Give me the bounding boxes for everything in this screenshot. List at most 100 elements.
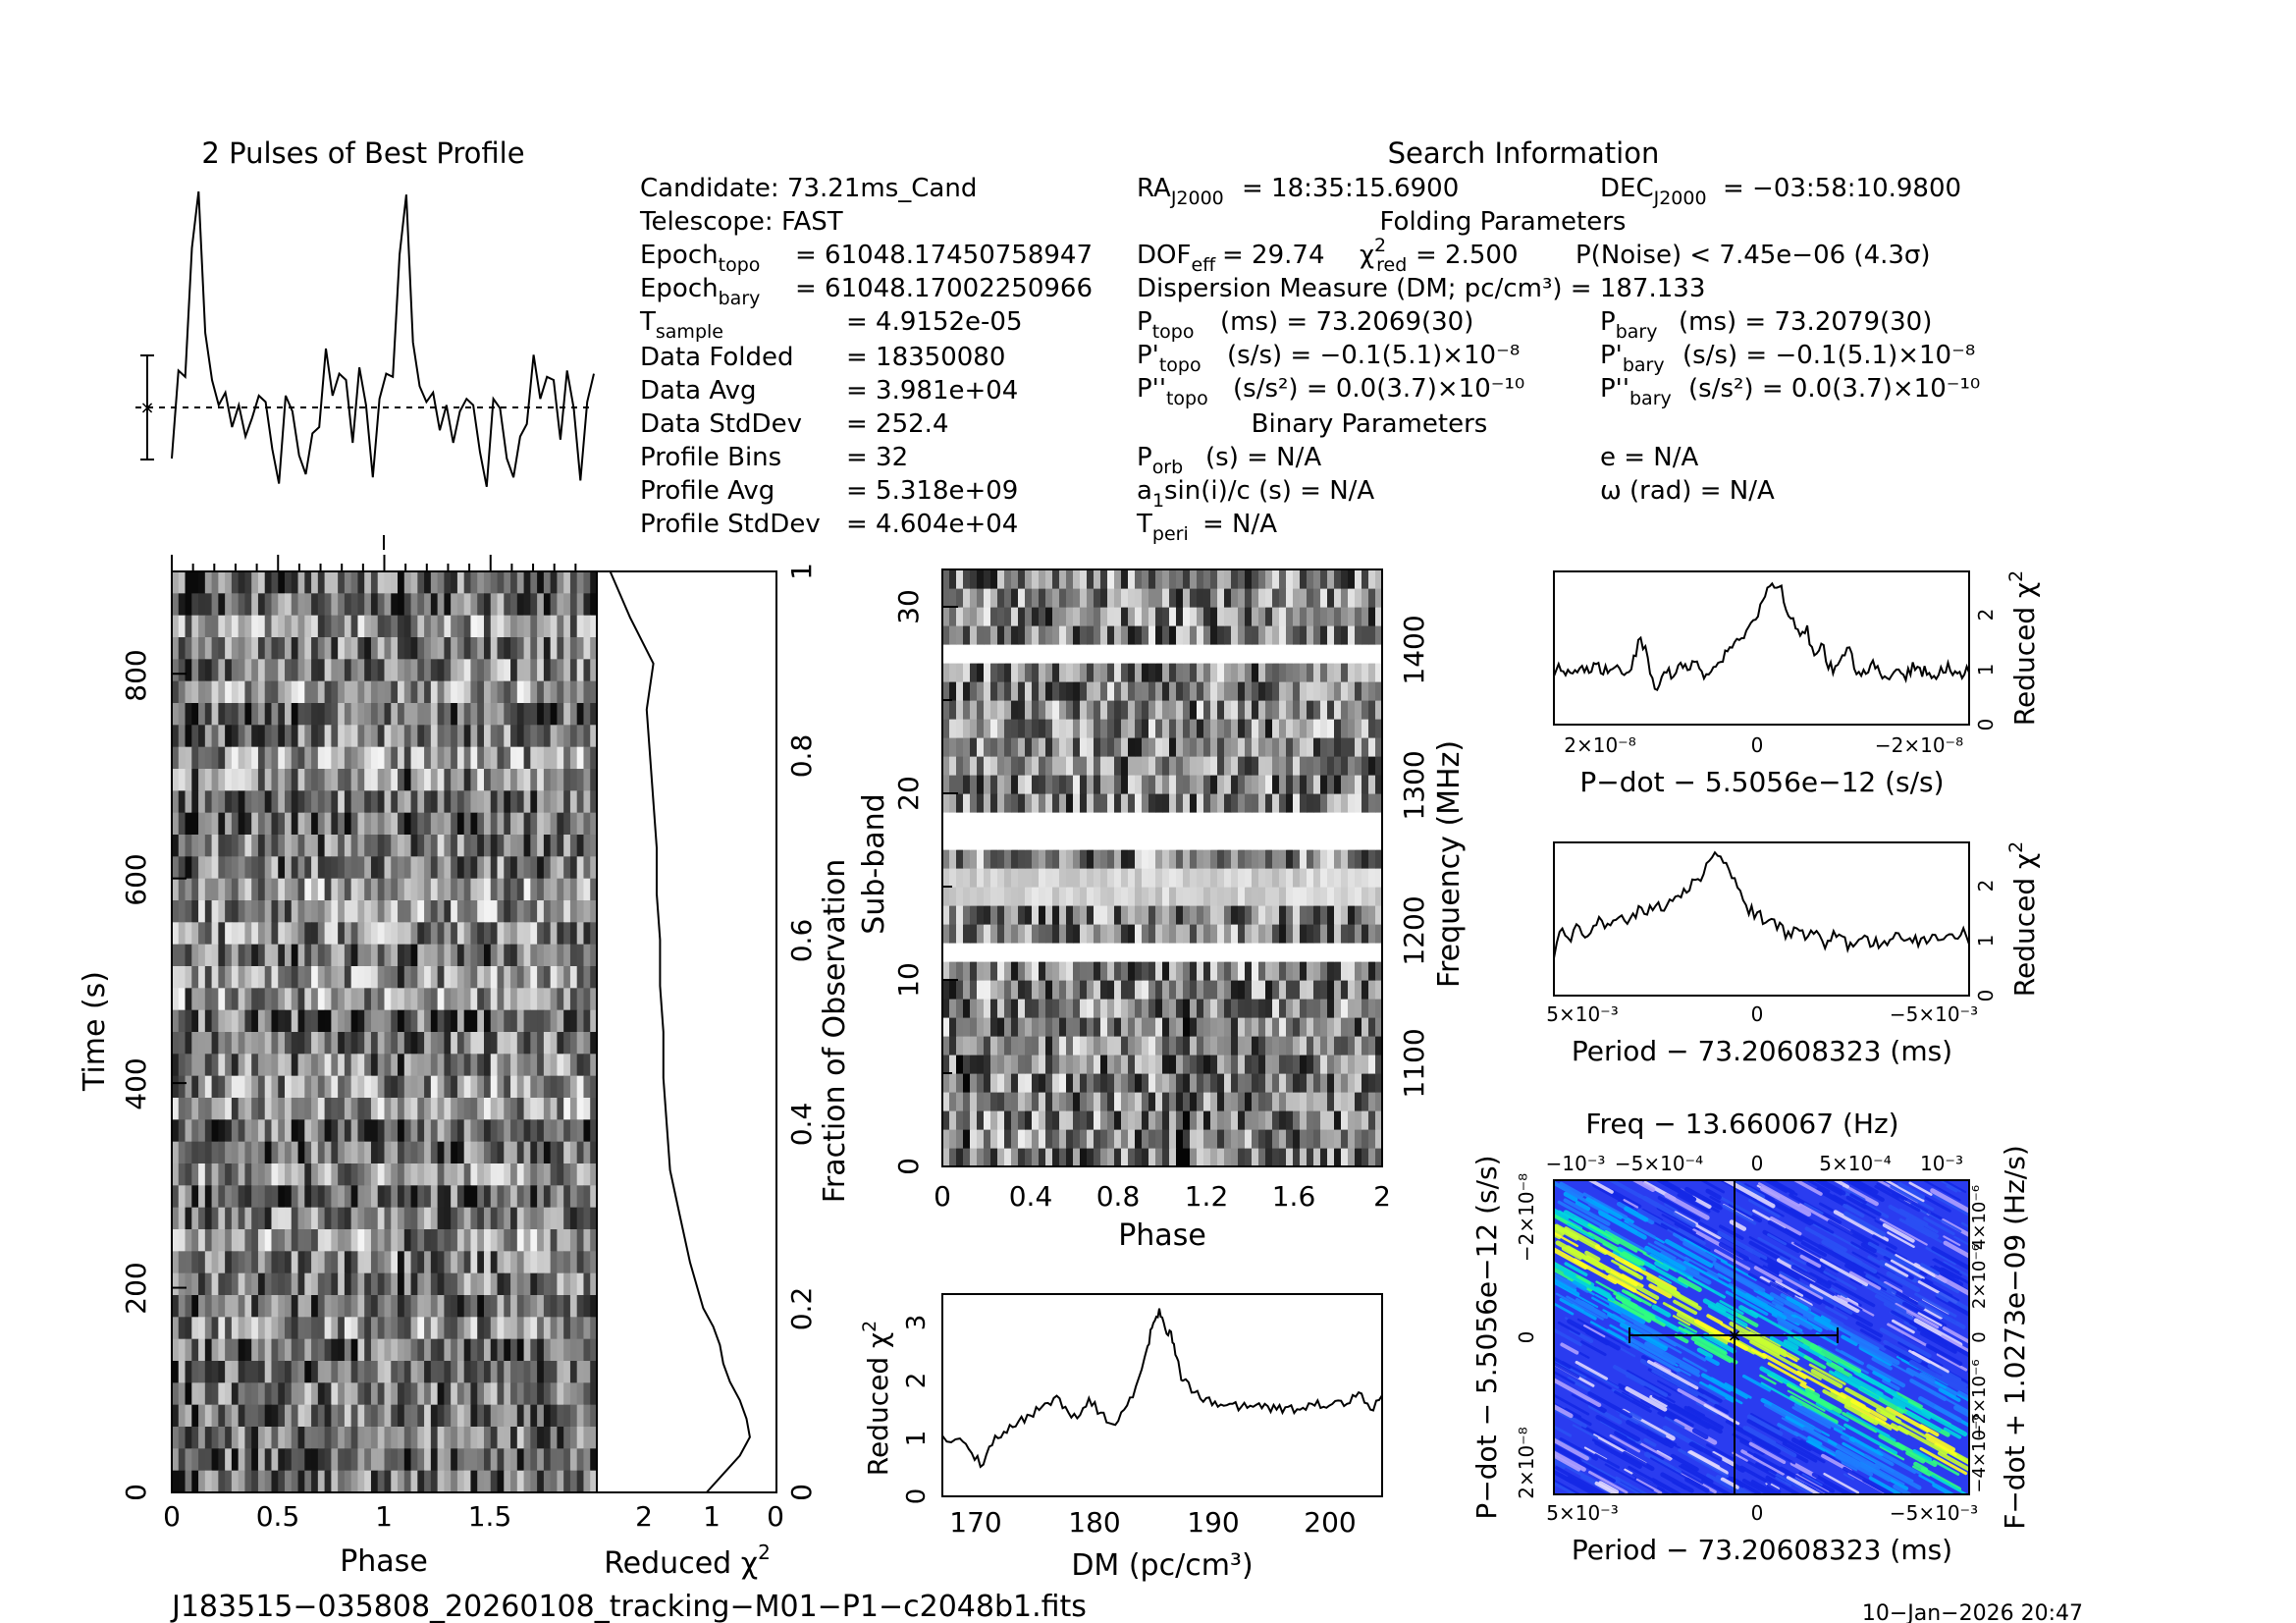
sb-cell (1307, 943, 1314, 962)
sb-cell (1183, 812, 1191, 832)
tp-cell (557, 1448, 564, 1472)
tp-cell (576, 1361, 585, 1383)
tp-cell (344, 1009, 352, 1033)
sb-cell (1066, 1073, 1074, 1093)
tp-cell (344, 988, 352, 1011)
tp-cell (377, 966, 386, 989)
tp-cell (543, 703, 552, 726)
sb-cell (1368, 1055, 1376, 1074)
tp-cell (550, 1295, 559, 1318)
tp-cell (271, 659, 279, 682)
tp-cell (424, 900, 432, 923)
sb-cell (1355, 644, 1362, 664)
sb-cell (1334, 943, 1342, 962)
sb-cell (1052, 663, 1060, 682)
sb-cell (984, 980, 991, 1000)
tp-cell (377, 1470, 386, 1493)
tp-cell (244, 1009, 252, 1033)
sb-cell (1286, 793, 1294, 813)
sb-cell (1059, 1110, 1067, 1130)
tp-cell (490, 637, 499, 660)
tp-cell (264, 1338, 273, 1362)
tp-cell (244, 746, 252, 770)
tp-cell (357, 680, 365, 704)
tp-cell (504, 1141, 511, 1164)
tp-cell (185, 1470, 192, 1493)
tp-cell (204, 680, 213, 704)
tp-cell (297, 1361, 305, 1383)
sb-cell (1011, 719, 1019, 738)
tp-cell (576, 1448, 585, 1472)
sb-cell (1155, 1110, 1163, 1130)
sb-cell (1293, 1148, 1301, 1167)
sb-cell (970, 588, 978, 608)
tp-cell (477, 637, 485, 660)
tp-cell (444, 1338, 452, 1362)
tp-cell (410, 746, 418, 770)
tp-cell (278, 1032, 286, 1055)
sb-cell (1320, 569, 1328, 589)
tp-cell (590, 1404, 598, 1428)
dm-frame (941, 1293, 1383, 1497)
tp-cell (238, 1098, 246, 1120)
tp-cell (444, 1141, 452, 1164)
tp-cell (398, 1251, 405, 1274)
sb-cell (1258, 663, 1266, 682)
sb-cell (1011, 1129, 1019, 1149)
tp-cell (285, 835, 293, 857)
tp-cell (537, 1032, 545, 1055)
tp-cell (569, 1470, 578, 1493)
tp-cell (317, 856, 326, 880)
sb-cell (1100, 1092, 1108, 1111)
sb-cell (1190, 1055, 1198, 1074)
tp-cell (530, 1207, 538, 1230)
sb-cell (1245, 1092, 1253, 1111)
tp-cell (444, 1382, 452, 1406)
tp-cell (357, 725, 365, 748)
sb-cell (1190, 1092, 1198, 1111)
tp-cell (537, 1075, 545, 1099)
tp-cell (537, 1229, 545, 1252)
tp-cell (225, 835, 233, 857)
tp-cell (516, 725, 525, 748)
tp-cell (456, 1009, 465, 1033)
tp-cell (523, 1470, 531, 1493)
tp-cell (477, 1229, 485, 1252)
sb-cell (970, 1092, 978, 1111)
sb-cell (1368, 905, 1376, 925)
tp-cell (424, 988, 432, 1011)
tp-cell (410, 769, 418, 791)
sb-cell (1073, 849, 1081, 869)
pr-xtick-0: 5×10⁻³ (1546, 1002, 1619, 1026)
tp-cell (350, 1427, 359, 1449)
tp-cell (257, 703, 266, 726)
tp-cell (530, 1229, 538, 1252)
sb-cell (1210, 999, 1218, 1018)
tp-cell (569, 966, 578, 989)
tp-cell (451, 1141, 458, 1164)
tp-cell (516, 1032, 525, 1055)
tp-cell (198, 637, 206, 660)
sb-cell (1094, 831, 1101, 850)
tp-cell (430, 571, 439, 594)
pbary-value: (ms) = 73.2079(30) (1679, 307, 1932, 337)
sb-cell (1018, 588, 1026, 608)
tp-cell (456, 878, 465, 901)
tp-cell (451, 835, 458, 857)
tp-cell (543, 944, 552, 967)
sb-cell (1121, 607, 1129, 626)
sb-cell (1087, 1129, 1095, 1149)
sb-cell (1368, 1017, 1376, 1037)
sb-cell (1155, 569, 1163, 589)
sb-cell (1197, 775, 1204, 794)
tp-cell (285, 637, 293, 660)
sb-cell (1176, 849, 1184, 869)
tp-cell (483, 988, 492, 1011)
tp-cell (430, 615, 439, 638)
tp-cell (523, 1229, 531, 1252)
sb-cell (1032, 905, 1040, 925)
tp-cell (563, 1075, 571, 1099)
tp-cell (297, 900, 305, 923)
tp-cell (410, 1032, 418, 1055)
tp-cell (470, 1032, 478, 1055)
